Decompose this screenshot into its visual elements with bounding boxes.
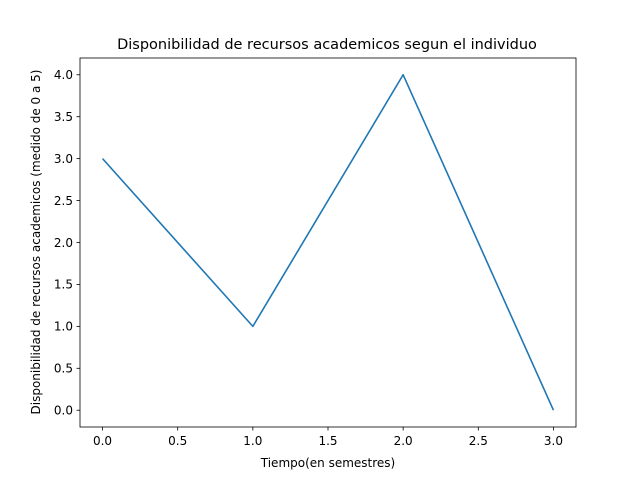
x-tick-label: 0.0 bbox=[93, 434, 112, 448]
y-tick-label: 3.0 bbox=[54, 152, 73, 166]
x-axis-label: Tiempo(en semestres) bbox=[260, 456, 395, 470]
x-tick-label: 0.5 bbox=[168, 434, 187, 448]
y-tick-label: 0.0 bbox=[54, 404, 73, 418]
series-layer bbox=[101, 73, 555, 411]
y-tick-label: 2.5 bbox=[54, 194, 73, 208]
y-tick-label: 4.0 bbox=[54, 68, 73, 82]
x-tick-label: 2.0 bbox=[394, 434, 413, 448]
x-tick-label: 3.0 bbox=[544, 434, 563, 448]
y-tick-label: 0.5 bbox=[54, 362, 73, 376]
y-tick-label: 1.0 bbox=[54, 320, 73, 334]
plot-frame bbox=[79, 57, 577, 428]
y-tick-label: 1.5 bbox=[54, 278, 73, 292]
y-axis-label: Disponibilidad de recursos academicos (m… bbox=[29, 70, 43, 415]
x-tick-label: 1.5 bbox=[318, 434, 337, 448]
y-tick-label: 2.0 bbox=[54, 236, 73, 250]
x-axis: 0.0 0.5 1.0 1.5 2.0 2.5 3.0 bbox=[93, 427, 563, 448]
x-tick-label: 2.5 bbox=[469, 434, 488, 448]
y-axis: 0.0 0.5 1.0 1.5 2.0 2.5 3.0 3.5 4.0 bbox=[54, 68, 80, 418]
y-tick-label: 3.5 bbox=[54, 110, 73, 124]
series-line-0 bbox=[101, 73, 555, 411]
x-tick-label: 1.0 bbox=[243, 434, 262, 448]
chart-title: Disponibilidad de recursos academicos se… bbox=[117, 37, 537, 53]
